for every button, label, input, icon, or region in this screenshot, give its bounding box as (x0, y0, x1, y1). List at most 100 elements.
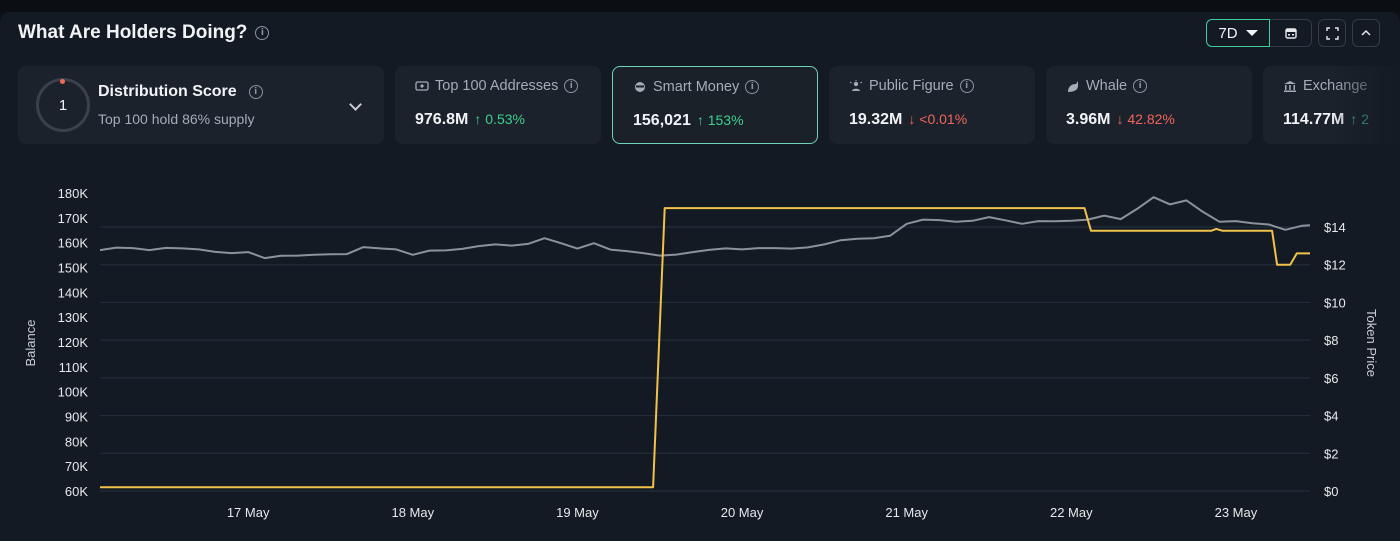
x-tick: 22 May (1050, 505, 1093, 520)
card-value: 156,021 ↑ 153% (633, 112, 744, 130)
caret-down-icon (1245, 30, 1258, 36)
y-right-tick: $14 (1324, 220, 1346, 235)
y-left-tick: 90K (65, 410, 88, 425)
y-right-tick: $12 (1324, 258, 1346, 273)
card-whale[interactable]: Whale i 3.96M ↓ 42.82% (1046, 66, 1252, 144)
card-label-text: Top 100 Addresses (435, 78, 559, 94)
x-tick: 19 May (556, 505, 599, 520)
public-figure-icon (849, 80, 863, 91)
x-tick: 21 May (885, 505, 928, 520)
y-left-tick: 80K (65, 434, 88, 449)
change-text: <0.01% (919, 111, 968, 127)
change-up: ↑ 153% (697, 112, 744, 128)
info-icon[interactable]: i (255, 26, 270, 40)
card-value-text: 3.96M (1066, 111, 1111, 128)
fullscreen-icon (1325, 26, 1339, 40)
y-right-tick: $6 (1324, 371, 1338, 386)
change-down: ↓ <0.01% (908, 111, 967, 127)
arrow-up-icon: ↑ (474, 111, 482, 127)
y-axis-left: 180K 170K 160K 150K 140K 130K 120K 110K 100K 90K 8… (58, 186, 89, 499)
distribution-score-card[interactable]: 1 Distribution Score i Top 100 hold 86% … (18, 66, 384, 144)
chart-lines (99, 196, 1311, 489)
card-label: Top 100 Addresses i (415, 78, 579, 94)
card-value-text: 976.8M (415, 111, 469, 128)
change-up: ↑ 0.53% (474, 111, 525, 127)
card-value: 976.8M ↑ 0.53% (415, 111, 525, 129)
card-value-text: 19.32M (849, 111, 903, 128)
y-left-tick: 160K (58, 236, 89, 251)
distribution-score-value: 1 (58, 96, 68, 114)
info-icon[interactable]: i (745, 80, 760, 94)
card-label-text: Smart Money (653, 79, 740, 95)
smart-money-icon (635, 82, 645, 92)
cards-scroll-fade (1330, 66, 1400, 144)
y-left-tick: 70K (65, 459, 88, 474)
card-value: 19.32M ↓ <0.01% (849, 111, 967, 129)
whale-icon (1068, 80, 1078, 92)
card-smart-money[interactable]: Smart Money i 156,021 ↑ 153% (612, 66, 818, 144)
change-text: 153% (707, 112, 744, 128)
distribution-title-text: Distribution Score (98, 83, 237, 100)
y-right-tick: $10 (1324, 295, 1346, 310)
y-right-tick: $8 (1324, 333, 1338, 348)
top-strip (0, 0, 1400, 12)
y-axis-right-label: Token Price (1364, 309, 1379, 377)
range-dropdown[interactable]: 7D (1206, 19, 1270, 47)
y-axis-left-label: Balance (23, 320, 38, 367)
change-text: 42.82% (1127, 111, 1175, 127)
y-left-tick: 150K (58, 261, 89, 276)
range-label: 7D (1218, 24, 1238, 42)
y-axis-right: $14 $12 $10 $8 $6 $4 $2 $0 (1324, 220, 1346, 499)
y-right-tick: $0 (1324, 484, 1338, 499)
collapse-button[interactable] (1352, 19, 1380, 47)
y-left-tick: 130K (58, 310, 89, 325)
arrow-down-icon: ↓ (908, 111, 916, 127)
y-left-tick: 110K (59, 360, 89, 375)
balance-series-line (99, 196, 1311, 260)
toolbar: 7D (1206, 19, 1380, 47)
fullscreen-button[interactable] (1318, 19, 1346, 47)
x-tick: 18 May (391, 505, 434, 520)
card-value-text: 156,021 (633, 112, 691, 129)
y-left-tick: 120K (58, 335, 89, 350)
info-icon[interactable]: i (248, 85, 263, 99)
change-text: 0.53% (485, 111, 525, 127)
card-value: 3.96M ↓ 42.82% (1066, 111, 1175, 129)
distribution-subtitle: Top 100 hold 86% supply (98, 111, 255, 127)
distribution-score-title: Distribution Score i (98, 83, 263, 101)
x-tick: 20 May (721, 505, 764, 520)
chart-grid (100, 226, 1310, 492)
y-left-tick: 60K (65, 484, 88, 499)
info-icon[interactable]: i (564, 79, 579, 93)
arrow-down-icon: ↓ (1116, 111, 1124, 127)
title-text: What Are Holders Doing? (18, 22, 248, 43)
x-tick: 23 May (1215, 505, 1258, 520)
y-left-tick: 140K (58, 285, 89, 300)
score-indicator-dot (60, 79, 65, 84)
x-tick: 17 May (227, 505, 270, 520)
card-label-text: Whale (1086, 78, 1128, 94)
wallet-icon (415, 81, 429, 91)
card-public-figure[interactable]: Public Figure i 19.32M ↓ <0.01% (829, 66, 1035, 144)
y-right-tick: $2 (1324, 446, 1338, 461)
change-down: ↓ 42.82% (1116, 111, 1174, 127)
x-axis: 17 May 18 May 19 May 20 May 21 May 22 May 23 M… (227, 505, 1258, 520)
card-value-text: 114.77M (1283, 111, 1345, 128)
card-label: Whale i (1066, 78, 1148, 94)
y-left-tick: 170K (58, 211, 89, 226)
info-icon[interactable]: i (1133, 79, 1148, 93)
info-icon[interactable]: i (959, 79, 974, 93)
chevron-up-icon (1361, 29, 1371, 36)
y-right-tick: $4 (1324, 409, 1338, 424)
arrow-up-icon: ↑ (696, 112, 704, 128)
calendar-button[interactable] (1270, 19, 1312, 47)
card-label: Public Figure i (849, 78, 974, 94)
card-label: Smart Money i (633, 79, 760, 95)
card-top-100-addresses[interactable]: Top 100 Addresses i 976.8M ↑ 0.53% (395, 66, 601, 144)
token-price-series-line (100, 207, 1310, 489)
calendar-icon (1284, 28, 1297, 39)
exchange-icon (1284, 81, 1296, 92)
y-left-tick: 180K (58, 186, 89, 201)
card-label-text: Public Figure (869, 78, 954, 94)
